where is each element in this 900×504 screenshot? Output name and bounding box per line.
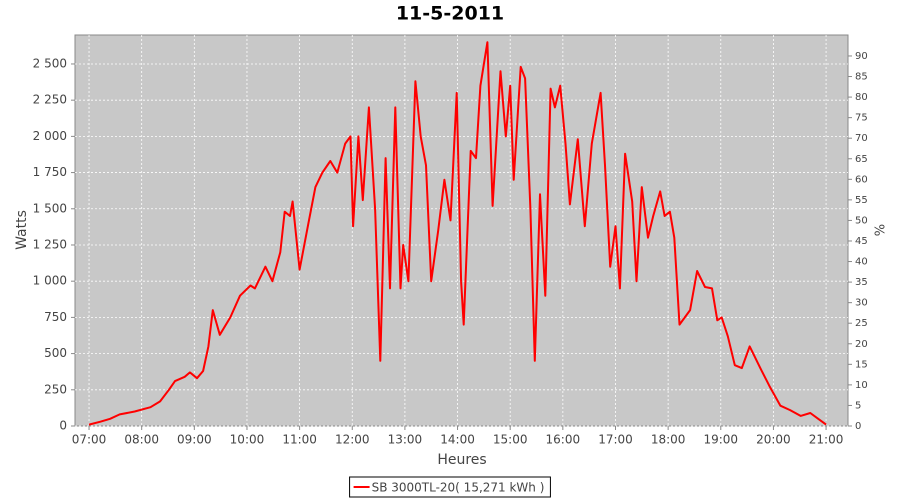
y2-tick-label: 85 <box>855 72 868 83</box>
x-tick-label: 08:00 <box>124 433 159 447</box>
x-axis-label: Heures <box>437 452 486 468</box>
y-tick-label: 0 <box>59 419 67 433</box>
x-tick-label: 21:00 <box>809 433 844 447</box>
y-tick-label: 1 250 <box>33 237 67 251</box>
y2-tick-label: 80 <box>855 92 868 103</box>
x-tick-label: 17:00 <box>598 433 633 447</box>
y-tick-label: 1 750 <box>33 165 67 179</box>
y-tick-label: 1 500 <box>33 201 67 215</box>
y2-tick-label: 20 <box>855 339 868 350</box>
legend-label: SB 3000TL-20( 15,271 kWh ) <box>372 481 545 495</box>
x-tick-label: 18:00 <box>651 433 686 447</box>
y2-axis-label: % <box>874 224 889 236</box>
y2-tick-label: 15 <box>855 359 868 370</box>
y2-tick-label: 60 <box>855 174 868 185</box>
y2-tick-label: 90 <box>855 51 868 62</box>
y2-tick-label: 25 <box>855 318 868 329</box>
chart-title: 11-5-2011 <box>396 3 504 25</box>
y2-tick-label: 55 <box>855 195 868 206</box>
x-tick-label: 16:00 <box>546 433 581 447</box>
x-tick-label: 09:00 <box>177 433 212 447</box>
y-tick-label: 2 000 <box>33 129 67 143</box>
y2-tick-label: 35 <box>855 277 868 288</box>
y2-tick-label: 0 <box>855 421 861 432</box>
x-tick-label: 12:00 <box>335 433 370 447</box>
y2-tick-label: 40 <box>855 257 868 268</box>
x-tick-label: 20:00 <box>756 433 791 447</box>
x-tick-label: 10:00 <box>230 433 265 447</box>
y-tick-label: 750 <box>44 310 67 324</box>
x-tick-label: 19:00 <box>703 433 738 447</box>
y2-tick-label: 50 <box>855 215 868 226</box>
y2-tick-label: 10 <box>855 380 868 391</box>
y-tick-label: 2 250 <box>33 93 67 107</box>
x-tick-label: 15:00 <box>493 433 528 447</box>
y2-tick-label: 65 <box>855 154 868 165</box>
legend-box <box>349 476 551 498</box>
y-axis-label: Watts <box>14 210 30 250</box>
y2-tick-label: 70 <box>855 133 868 144</box>
y2-tick-label: 75 <box>855 113 868 124</box>
x-tick-label: 13:00 <box>388 433 423 447</box>
y2-tick-label: 45 <box>855 236 868 247</box>
y2-tick-label: 5 <box>855 400 861 411</box>
y-tick-label: 2 500 <box>33 56 67 70</box>
y-tick-label: 1 000 <box>33 274 67 288</box>
y-tick-label: 500 <box>44 346 67 360</box>
x-tick-label: 11:00 <box>282 433 317 447</box>
y-tick-label: 250 <box>44 382 67 396</box>
y2-tick-label: 30 <box>855 298 868 309</box>
x-tick-label: 14:00 <box>440 433 475 447</box>
plot-area <box>74 34 849 427</box>
line <box>88 41 827 426</box>
x-tick-label: 07:00 <box>72 433 107 447</box>
